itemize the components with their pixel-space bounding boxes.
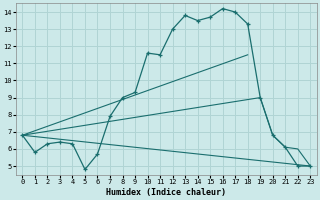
X-axis label: Humidex (Indice chaleur): Humidex (Indice chaleur) xyxy=(106,188,226,197)
